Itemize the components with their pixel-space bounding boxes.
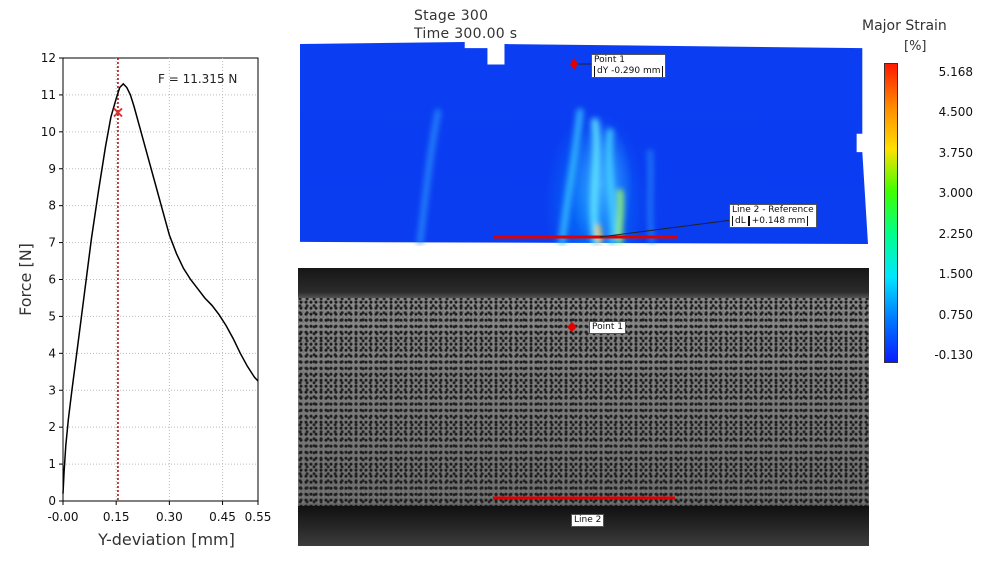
y-axis-label: Force [N] bbox=[16, 243, 35, 316]
y-tick-label: 2 bbox=[48, 420, 56, 434]
y-tick-label: 6 bbox=[48, 273, 56, 287]
x-tick-label: 0.30 bbox=[156, 510, 183, 524]
line-2-label-box: Line 2 - Reference dL +0.148 mm bbox=[729, 204, 817, 228]
line-2-leader bbox=[599, 219, 733, 238]
y-tick-label: 8 bbox=[48, 199, 56, 213]
point-1-label-box: Point 1 dY -0.290 mm bbox=[591, 54, 667, 78]
point-1-value: dY -0.290 mm bbox=[594, 66, 664, 77]
speckle-camera-image bbox=[298, 268, 869, 546]
strain-scale-unit: [%] bbox=[904, 39, 927, 54]
peak-marker: × bbox=[111, 103, 124, 122]
strain-scale-tick: 0.750 bbox=[938, 307, 973, 322]
strain-scale-title: Major Strain bbox=[862, 18, 947, 34]
y-tick-label: 10 bbox=[41, 125, 56, 139]
force-annotation: F = 11.315 N bbox=[158, 72, 237, 86]
strain-scale-tick: 4.500 bbox=[938, 105, 973, 120]
stage-label: Stage 300 bbox=[414, 8, 489, 24]
x-axis-label: Y-deviation [mm] bbox=[97, 530, 235, 549]
x-tick-label: 0.55 bbox=[245, 510, 272, 524]
y-tick-label: 5 bbox=[48, 309, 56, 323]
camera-point-1-label: Point 1 bbox=[589, 321, 626, 334]
y-tick-label: 0 bbox=[48, 494, 56, 508]
strain-overlay bbox=[493, 58, 733, 239]
camera-overlay bbox=[493, 322, 675, 500]
line-2-value-prefix: dL bbox=[732, 216, 749, 226]
y-tick-label: 7 bbox=[48, 236, 56, 250]
y-tick-label: 9 bbox=[48, 162, 56, 176]
strain-scale-tick: 2.250 bbox=[938, 226, 973, 241]
point-1-marker[interactable] bbox=[570, 58, 578, 70]
time-label: Time 300.00 s bbox=[414, 26, 518, 42]
x-tick-label: -0.00 bbox=[47, 510, 78, 524]
force-curve bbox=[62, 82, 259, 494]
x-tick-label: 0.15 bbox=[103, 510, 130, 524]
line-2-value: +0.148 mm bbox=[748, 216, 809, 226]
strain-scale-tick: -0.130 bbox=[934, 348, 973, 362]
y-tick-label: 4 bbox=[48, 346, 56, 360]
strain-colorbar bbox=[884, 63, 898, 363]
y-tick-label: 12 bbox=[41, 51, 56, 65]
strain-streaks bbox=[417, 108, 655, 246]
line-2-reference-label: Line 2 - Reference bbox=[732, 205, 814, 215]
strain-scale-tick: 5.168 bbox=[938, 65, 973, 79]
y-tick-label: 11 bbox=[41, 88, 56, 102]
y-tick-label: 3 bbox=[48, 383, 56, 397]
camera-point-1-marker[interactable] bbox=[567, 322, 577, 332]
point-1-label: Point 1 bbox=[594, 55, 625, 65]
strain-scale-tick: 3.750 bbox=[938, 145, 973, 160]
top-grip bbox=[298, 268, 869, 298]
x-tick-label: 0.45 bbox=[209, 510, 236, 524]
y-tick-label: 1 bbox=[48, 457, 56, 471]
strain-scale-tick: 1.500 bbox=[938, 267, 973, 282]
camera-line-2-label: Line 2 bbox=[571, 514, 605, 527]
strain-scale-tick: 3.000 bbox=[938, 186, 973, 201]
